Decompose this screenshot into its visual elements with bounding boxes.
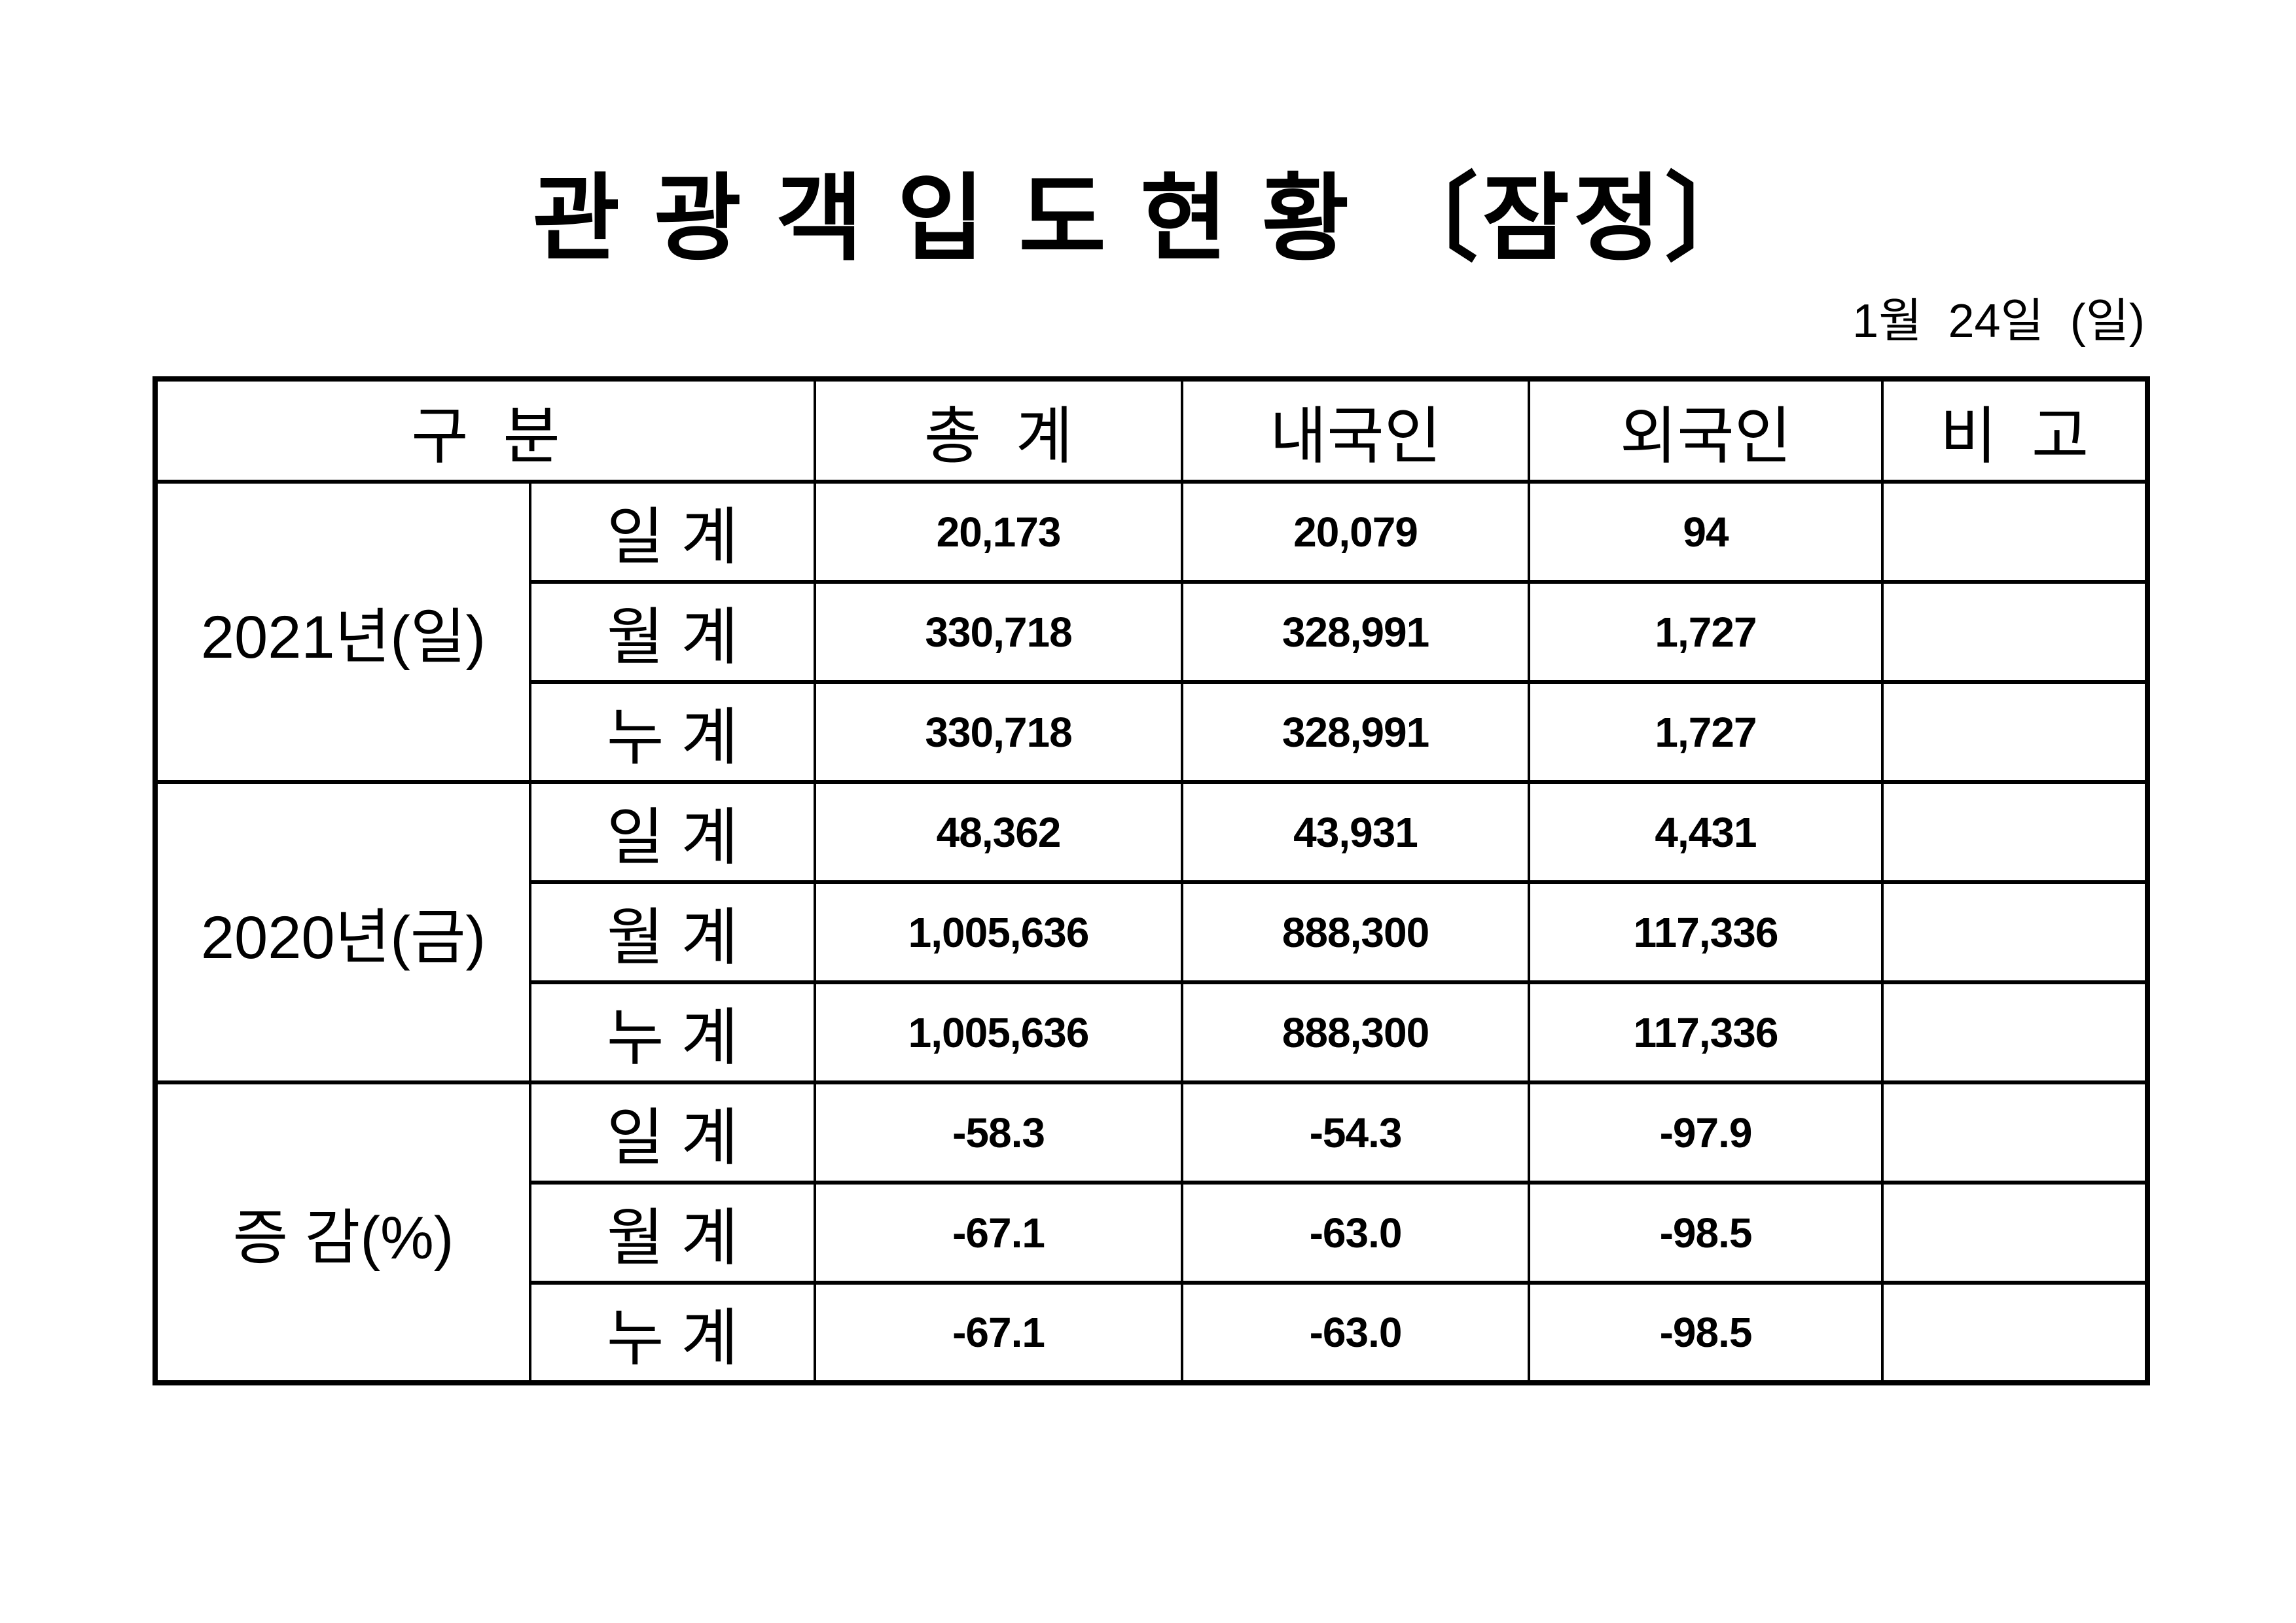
header-category: 구 분 xyxy=(154,377,816,484)
table-row: 증 감(%) 일 계 -58.3 -54.3 -97.9 xyxy=(154,1080,2149,1385)
table-row: 2021년(일) 일 계 20,173 20,079 94 xyxy=(154,480,2149,784)
row-label-cumulative: 누 계 xyxy=(529,680,816,784)
cell-foreign: 1,727 xyxy=(1528,680,1884,784)
cell-domestic: 888,300 xyxy=(1181,880,1530,984)
table-row: 월 계 -67.1 -63.0 -98.5 xyxy=(155,1181,2149,1285)
cell-domestic: 43,931 xyxy=(1181,780,1530,884)
group-label-change: 증 감(%) xyxy=(154,1080,531,1385)
header-remarks: 비 고 xyxy=(1881,377,2149,484)
cell-domestic: 328,991 xyxy=(1181,580,1530,684)
cell-remark xyxy=(1881,580,2149,684)
cell-domestic: 328,991 xyxy=(1181,680,1530,784)
cell-total: 330,718 xyxy=(814,680,1183,784)
cell-foreign: 4,431 xyxy=(1528,780,1884,884)
table-row: 누 계 1,005,636 888,300 117,336 xyxy=(155,980,2149,1084)
cell-remark xyxy=(1881,480,2149,584)
group-label-2021: 2021년(일) xyxy=(154,480,531,784)
cell-remark xyxy=(1881,1281,2149,1385)
cell-foreign: -97.9 xyxy=(1528,1080,1884,1185)
row-label-daily: 일 계 xyxy=(529,1080,816,1185)
cell-foreign: 1,727 xyxy=(1528,580,1884,684)
cell-foreign: -98.5 xyxy=(1528,1281,1884,1385)
page-title: 관 광 객 입 도 현 황 〔잠정〕 xyxy=(532,166,1764,272)
cell-remark xyxy=(1881,680,2149,784)
cell-total: 1,005,636 xyxy=(814,880,1183,984)
cell-domestic: 888,300 xyxy=(1181,980,1530,1084)
header-foreign: 외국인 xyxy=(1528,377,1884,484)
group-label-2020: 2020년(금) xyxy=(154,780,531,1084)
cell-foreign: 117,336 xyxy=(1528,980,1884,1084)
cell-total: -58.3 xyxy=(814,1080,1183,1185)
cell-domestic: -54.3 xyxy=(1181,1080,1530,1185)
header-total: 총 계 xyxy=(814,377,1183,484)
row-label-daily: 일 계 xyxy=(529,480,816,584)
cell-domestic: -63.0 xyxy=(1181,1281,1530,1385)
row-label-monthly: 월 계 xyxy=(529,880,816,984)
cell-remark xyxy=(1881,980,2149,1084)
cell-total: 48,362 xyxy=(814,780,1183,884)
cell-total: -67.1 xyxy=(814,1281,1183,1385)
cell-total: 1,005,636 xyxy=(814,980,1183,1084)
table-row: 월 계 1,005,636 888,300 117,336 xyxy=(155,880,2149,984)
header-row: 구 분 총 계 내국인 외국인 비 고 xyxy=(154,377,2149,484)
row-label-cumulative: 누 계 xyxy=(529,980,816,1084)
cell-domestic: -63.0 xyxy=(1181,1181,1530,1285)
table-row: 월 계 330,718 328,991 1,727 xyxy=(155,580,2149,684)
cell-remark xyxy=(1881,1080,2149,1185)
cell-foreign: -98.5 xyxy=(1528,1181,1884,1285)
table-row: 누 계 -67.1 -63.0 -98.5 xyxy=(155,1281,2149,1385)
table-row: 2020년(금) 일 계 48,362 43,931 4,431 xyxy=(154,780,2149,1084)
report-date: 1월 24일 (일) xyxy=(1852,295,2145,348)
cell-domestic: 20,079 xyxy=(1181,480,1530,584)
table-row: 누 계 330,718 328,991 1,727 xyxy=(155,680,2149,784)
cell-total: 20,173 xyxy=(814,480,1183,584)
cell-total: -67.1 xyxy=(814,1181,1183,1285)
cell-total: 330,718 xyxy=(814,580,1183,684)
row-label-daily: 일 계 xyxy=(529,780,816,884)
tourist-arrivals-table: 구 분 총 계 내국인 외국인 비 고 2021년(일) 일 계 20,173 … xyxy=(152,376,2150,1385)
row-label-monthly: 월 계 xyxy=(529,1181,816,1285)
cell-foreign: 117,336 xyxy=(1528,880,1884,984)
cell-foreign: 94 xyxy=(1528,480,1884,584)
cell-remark xyxy=(1881,780,2149,884)
row-label-cumulative: 누 계 xyxy=(529,1281,816,1385)
cell-remark xyxy=(1881,880,2149,984)
header-domestic: 내국인 xyxy=(1181,377,1530,484)
cell-remark xyxy=(1881,1181,2149,1285)
row-label-monthly: 월 계 xyxy=(529,580,816,684)
